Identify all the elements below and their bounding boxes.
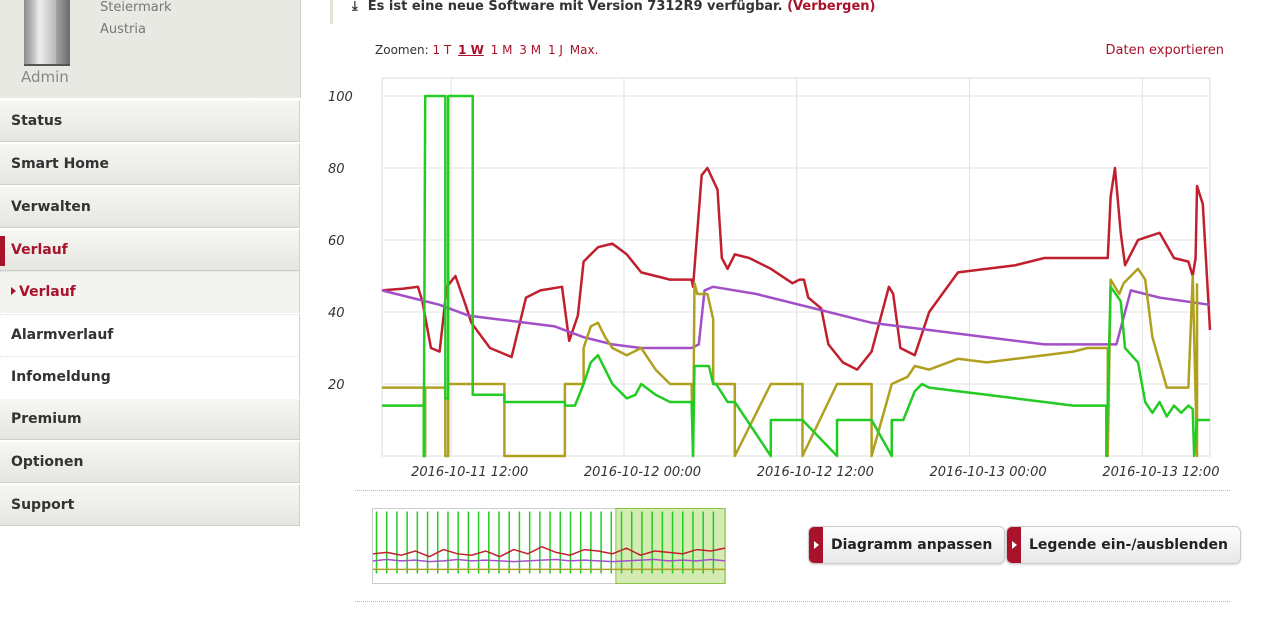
region-line-1: Steiermark: [100, 0, 172, 15]
navigator-red-line: [372, 545, 726, 558]
plot-area: [381, 77, 1211, 457]
sidebar-item-smart-home[interactable]: Smart Home: [0, 143, 300, 185]
history-chart[interactable]: 20 40 60 80 100 2016-10-11 12:00 2016-10-12 00…: [320, 70, 1250, 482]
zoom-1-month[interactable]: 1 M: [490, 43, 513, 57]
divider-top: [355, 490, 1230, 491]
button-arrow-icon: [1007, 527, 1021, 563]
y-tick-label: 60: [328, 234, 345, 249]
x-tick-label: 2016-10-11 12:00: [411, 465, 528, 480]
region-line-2: Austria: [100, 22, 146, 37]
zoom-3-months[interactable]: 3 M: [519, 43, 542, 57]
export-data-link[interactable]: Daten exportieren: [1105, 43, 1224, 58]
zoom-1-day[interactable]: 1 T: [432, 43, 452, 57]
customize-chart-button[interactable]: Diagramm anpassen: [808, 526, 1006, 564]
navigator-selection: [615, 508, 726, 584]
zoom-label: Zoomen:: [375, 43, 429, 57]
sidebar-subitem-verlauf-label: Verlauf: [19, 284, 76, 300]
caret-right-icon: [11, 287, 16, 295]
user-box: Steiermark Austria Admin: [0, 0, 301, 98]
device-image: [24, 0, 70, 66]
sidebar-item-support[interactable]: Support: [0, 484, 300, 526]
software-update-notice: ⤓ Es ist eine neue Software mit Version 7…: [352, 0, 875, 14]
sidebar-subitem-verlauf[interactable]: Verlauf: [0, 271, 300, 313]
x-tick-label: 2016-10-12 00:00: [584, 465, 701, 480]
user-name: Admin: [21, 68, 69, 86]
sidebar-subitem-infomeldung[interactable]: Infomeldung: [0, 356, 300, 398]
zoom-max[interactable]: Max.: [569, 43, 599, 57]
y-tick-label: 80: [328, 162, 345, 177]
x-tick-label: 2016-10-12 12:00: [757, 465, 874, 480]
chart-axes: 20 40 60 80 100 2016-10-11 12:00 2016-10-12 00…: [328, 90, 1219, 480]
sidebar-subitem-alarmverlauf[interactable]: Alarmverlauf: [0, 314, 300, 356]
y-tick-label: 20: [328, 378, 345, 393]
toggle-legend-label: Legende ein-/ausblenden: [1029, 537, 1228, 553]
user-region: Steiermark Austria: [100, 0, 172, 41]
x-tick-label: 2016-10-13 12:00: [1102, 465, 1219, 480]
zoom-1-week[interactable]: 1 W: [458, 43, 484, 57]
sidebar-item-status[interactable]: Status: [0, 100, 300, 142]
zoom-1-year[interactable]: 1 J: [547, 43, 563, 57]
hide-notice-link[interactable]: (Verbergen): [787, 0, 876, 14]
sidebar-item-premium[interactable]: Premium: [0, 398, 300, 440]
button-arrow-icon: [809, 527, 823, 563]
sidebar-item-verwalten[interactable]: Verwalten: [0, 186, 300, 228]
sidebar-item-optionen[interactable]: Optionen: [0, 441, 300, 483]
sidebar: Steiermark Austria Admin Status Smart Ho…: [0, 0, 301, 526]
chart-series: [381, 94, 1212, 458]
zoom-controls: Zoomen: 1 T 1 W 1 M 3 M 1 J Max.: [375, 43, 601, 57]
navigator-purple-line: [372, 558, 726, 563]
notice-accent-bar: [330, 0, 333, 24]
customize-chart-label: Diagramm anpassen: [831, 537, 993, 553]
download-icon: ⤓: [352, 0, 358, 14]
chart-navigator[interactable]: [372, 508, 726, 584]
sidebar-item-verlauf[interactable]: Verlauf: [0, 229, 300, 271]
chart-grid: [381, 77, 1211, 457]
series-line-1: [381, 285, 1211, 350]
series-line-3: [382, 94, 1210, 458]
toggle-legend-button[interactable]: Legende ein-/ausblenden: [1006, 526, 1241, 564]
series-line-0: [381, 166, 1212, 371]
divider-bottom: [355, 601, 1230, 602]
y-tick-label: 100: [328, 90, 353, 105]
x-tick-label: 2016-10-13 00:00: [930, 465, 1047, 480]
y-tick-label: 40: [328, 306, 345, 321]
notice-text: Es ist eine neue Software mit Version 73…: [367, 0, 783, 14]
